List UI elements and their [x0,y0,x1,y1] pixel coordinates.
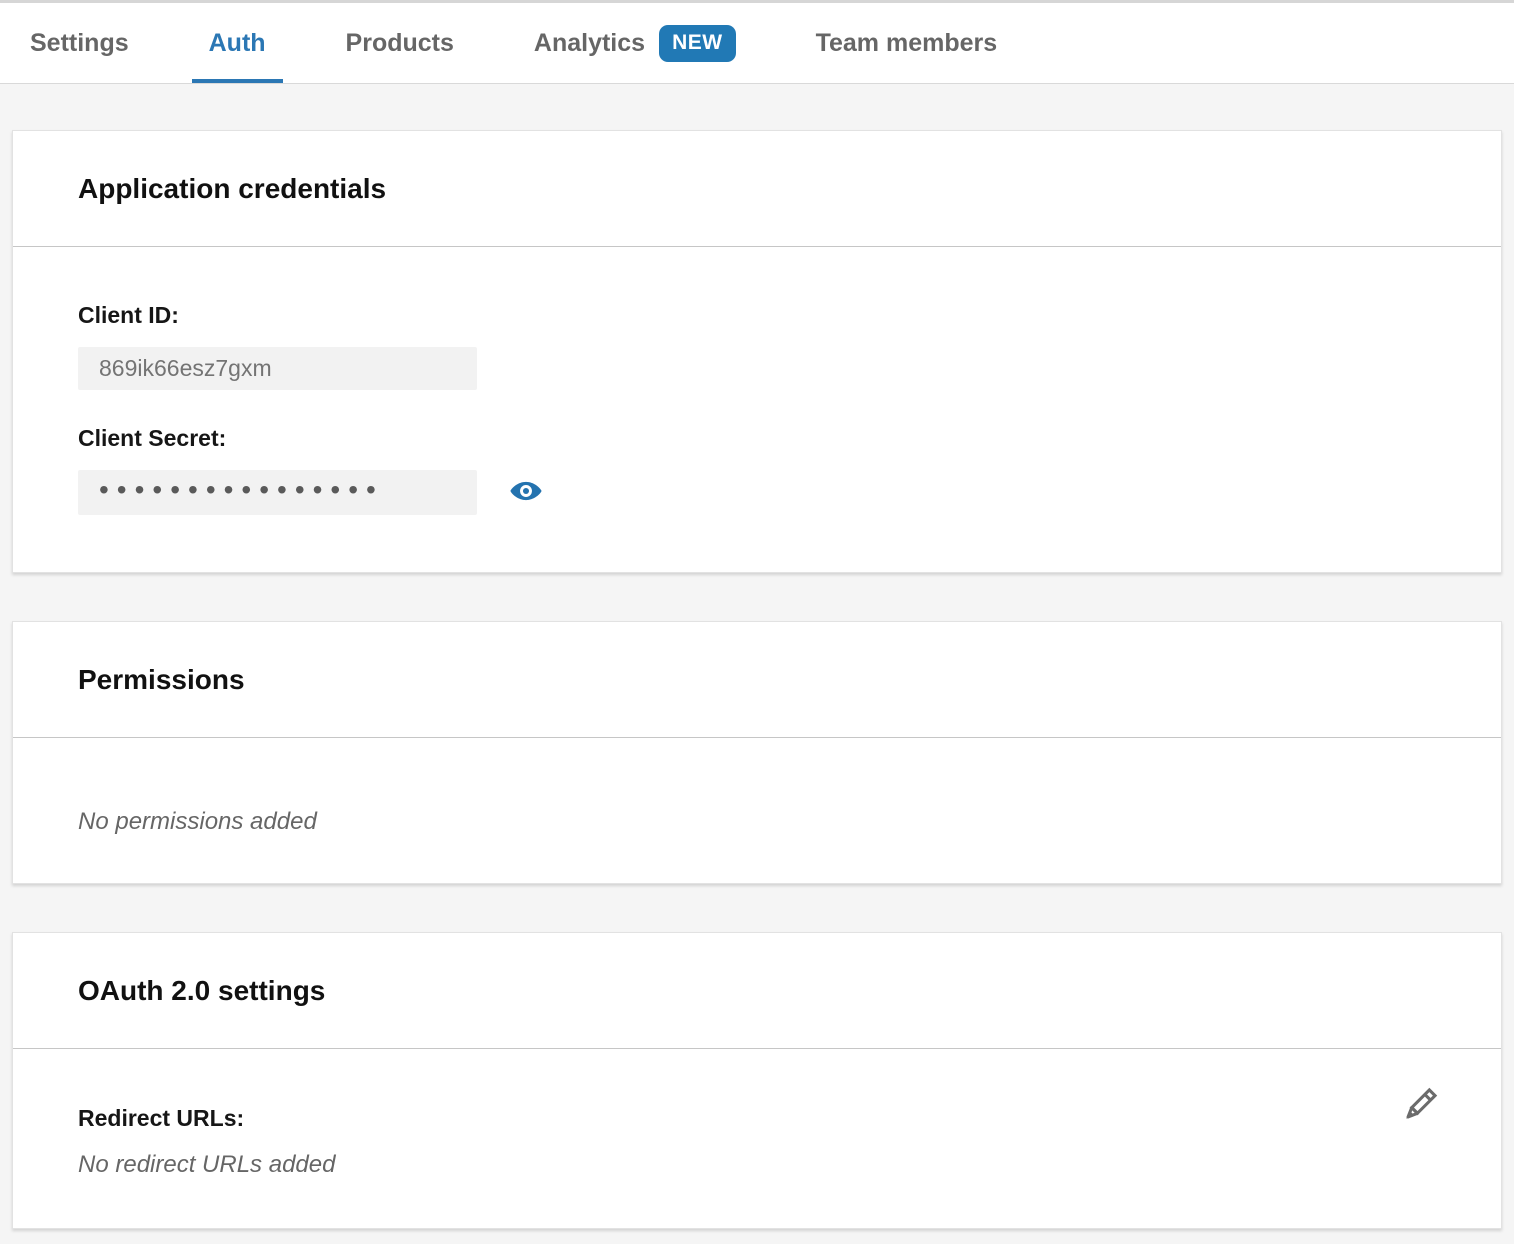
client-id-label: Client ID: [78,302,179,328]
new-badge: NEW [659,24,736,62]
client-id-value: 869ik66esz7gxm [99,355,272,381]
show-client-secret-button[interactable] [509,476,543,510]
tab-settings-label: Settings [30,28,129,57]
permissions-header: Permissions [13,622,1501,738]
oauth-settings-header: OAuth 2.0 settings [13,933,1501,1049]
application-credentials-header: Application credentials [13,131,1501,247]
client-id-field[interactable]: 869ik66esz7gxm [78,347,477,390]
tab-settings[interactable]: Settings [13,3,146,83]
tab-products-label: Products [345,28,454,57]
oauth-settings-card: OAuth 2.0 settings Redirect URLs: No r [12,932,1502,1229]
redirect-urls-label: Redirect URLs: [78,1105,245,1131]
application-credentials-body: Client ID: 869ik66esz7gxm Client Secret:… [13,247,1501,572]
tab-analytics[interactable]: Analytics NEW [517,3,753,83]
pencil-icon [1397,1087,1443,1131]
client-secret-label: Client Secret: [78,425,227,451]
application-credentials-card: Application credentials Client ID: 869ik… [12,130,1502,573]
tab-products[interactable]: Products [329,3,471,83]
tab-bar: Settings Auth Products Analytics NEW Tea… [0,0,1514,84]
oauth-settings-body: Redirect URLs: No redirect URLs added [13,1049,1501,1228]
edit-redirect-urls-button[interactable] [1397,1082,1443,1128]
oauth-settings-title: OAuth 2.0 settings [78,974,326,1006]
client-secret-row: •••••••••••••••• [78,470,1436,515]
permissions-empty-text: No permissions added [78,808,317,835]
application-credentials-title: Application credentials [78,172,387,204]
tab-analytics-label: Analytics [533,28,646,57]
permissions-card: Permissions No permissions added [12,621,1502,884]
client-secret-masked-value: •••••••••••••••• [99,473,384,505]
page-content: Application credentials Client ID: 869ik… [0,84,1514,1243]
tab-team-members[interactable]: Team members [799,3,1015,83]
tab-auth[interactable]: Auth [191,3,283,83]
permissions-title: Permissions [78,663,245,695]
tab-auth-label: Auth [208,28,266,57]
tab-team-members-label: Team members [815,28,998,57]
redirect-urls-empty-text: No redirect URLs added [78,1151,336,1178]
eye-icon [509,474,543,511]
client-secret-field[interactable]: •••••••••••••••• [78,470,477,515]
permissions-body: No permissions added [13,738,1501,883]
